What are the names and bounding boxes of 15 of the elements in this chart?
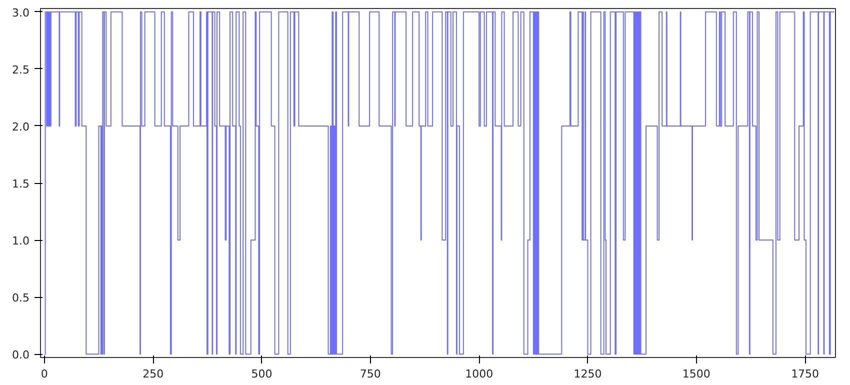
x-tick-label: 1500 bbox=[682, 368, 710, 380]
y-tick-label: 1.0 bbox=[12, 234, 30, 248]
x-tick-label: 250 bbox=[142, 368, 164, 380]
x-tick-label: 1000 bbox=[465, 368, 494, 380]
y-tick-label: 2.5 bbox=[12, 63, 30, 76]
y-tick-label: 2.0 bbox=[12, 120, 30, 134]
y-tick-label: 0.0 bbox=[12, 348, 30, 362]
y-tick-label: 1.5 bbox=[12, 178, 30, 190]
y-tick-label: 3.0 bbox=[12, 6, 30, 20]
x-tick-label: 1750 bbox=[791, 368, 820, 380]
x-tick-label: 500 bbox=[251, 368, 272, 380]
x-tick-label: 750 bbox=[360, 368, 381, 380]
y-tick-label: 0.5 bbox=[12, 292, 30, 305]
x-tick-label: 1250 bbox=[574, 368, 602, 380]
x-tick-label: 0 bbox=[40, 368, 48, 380]
